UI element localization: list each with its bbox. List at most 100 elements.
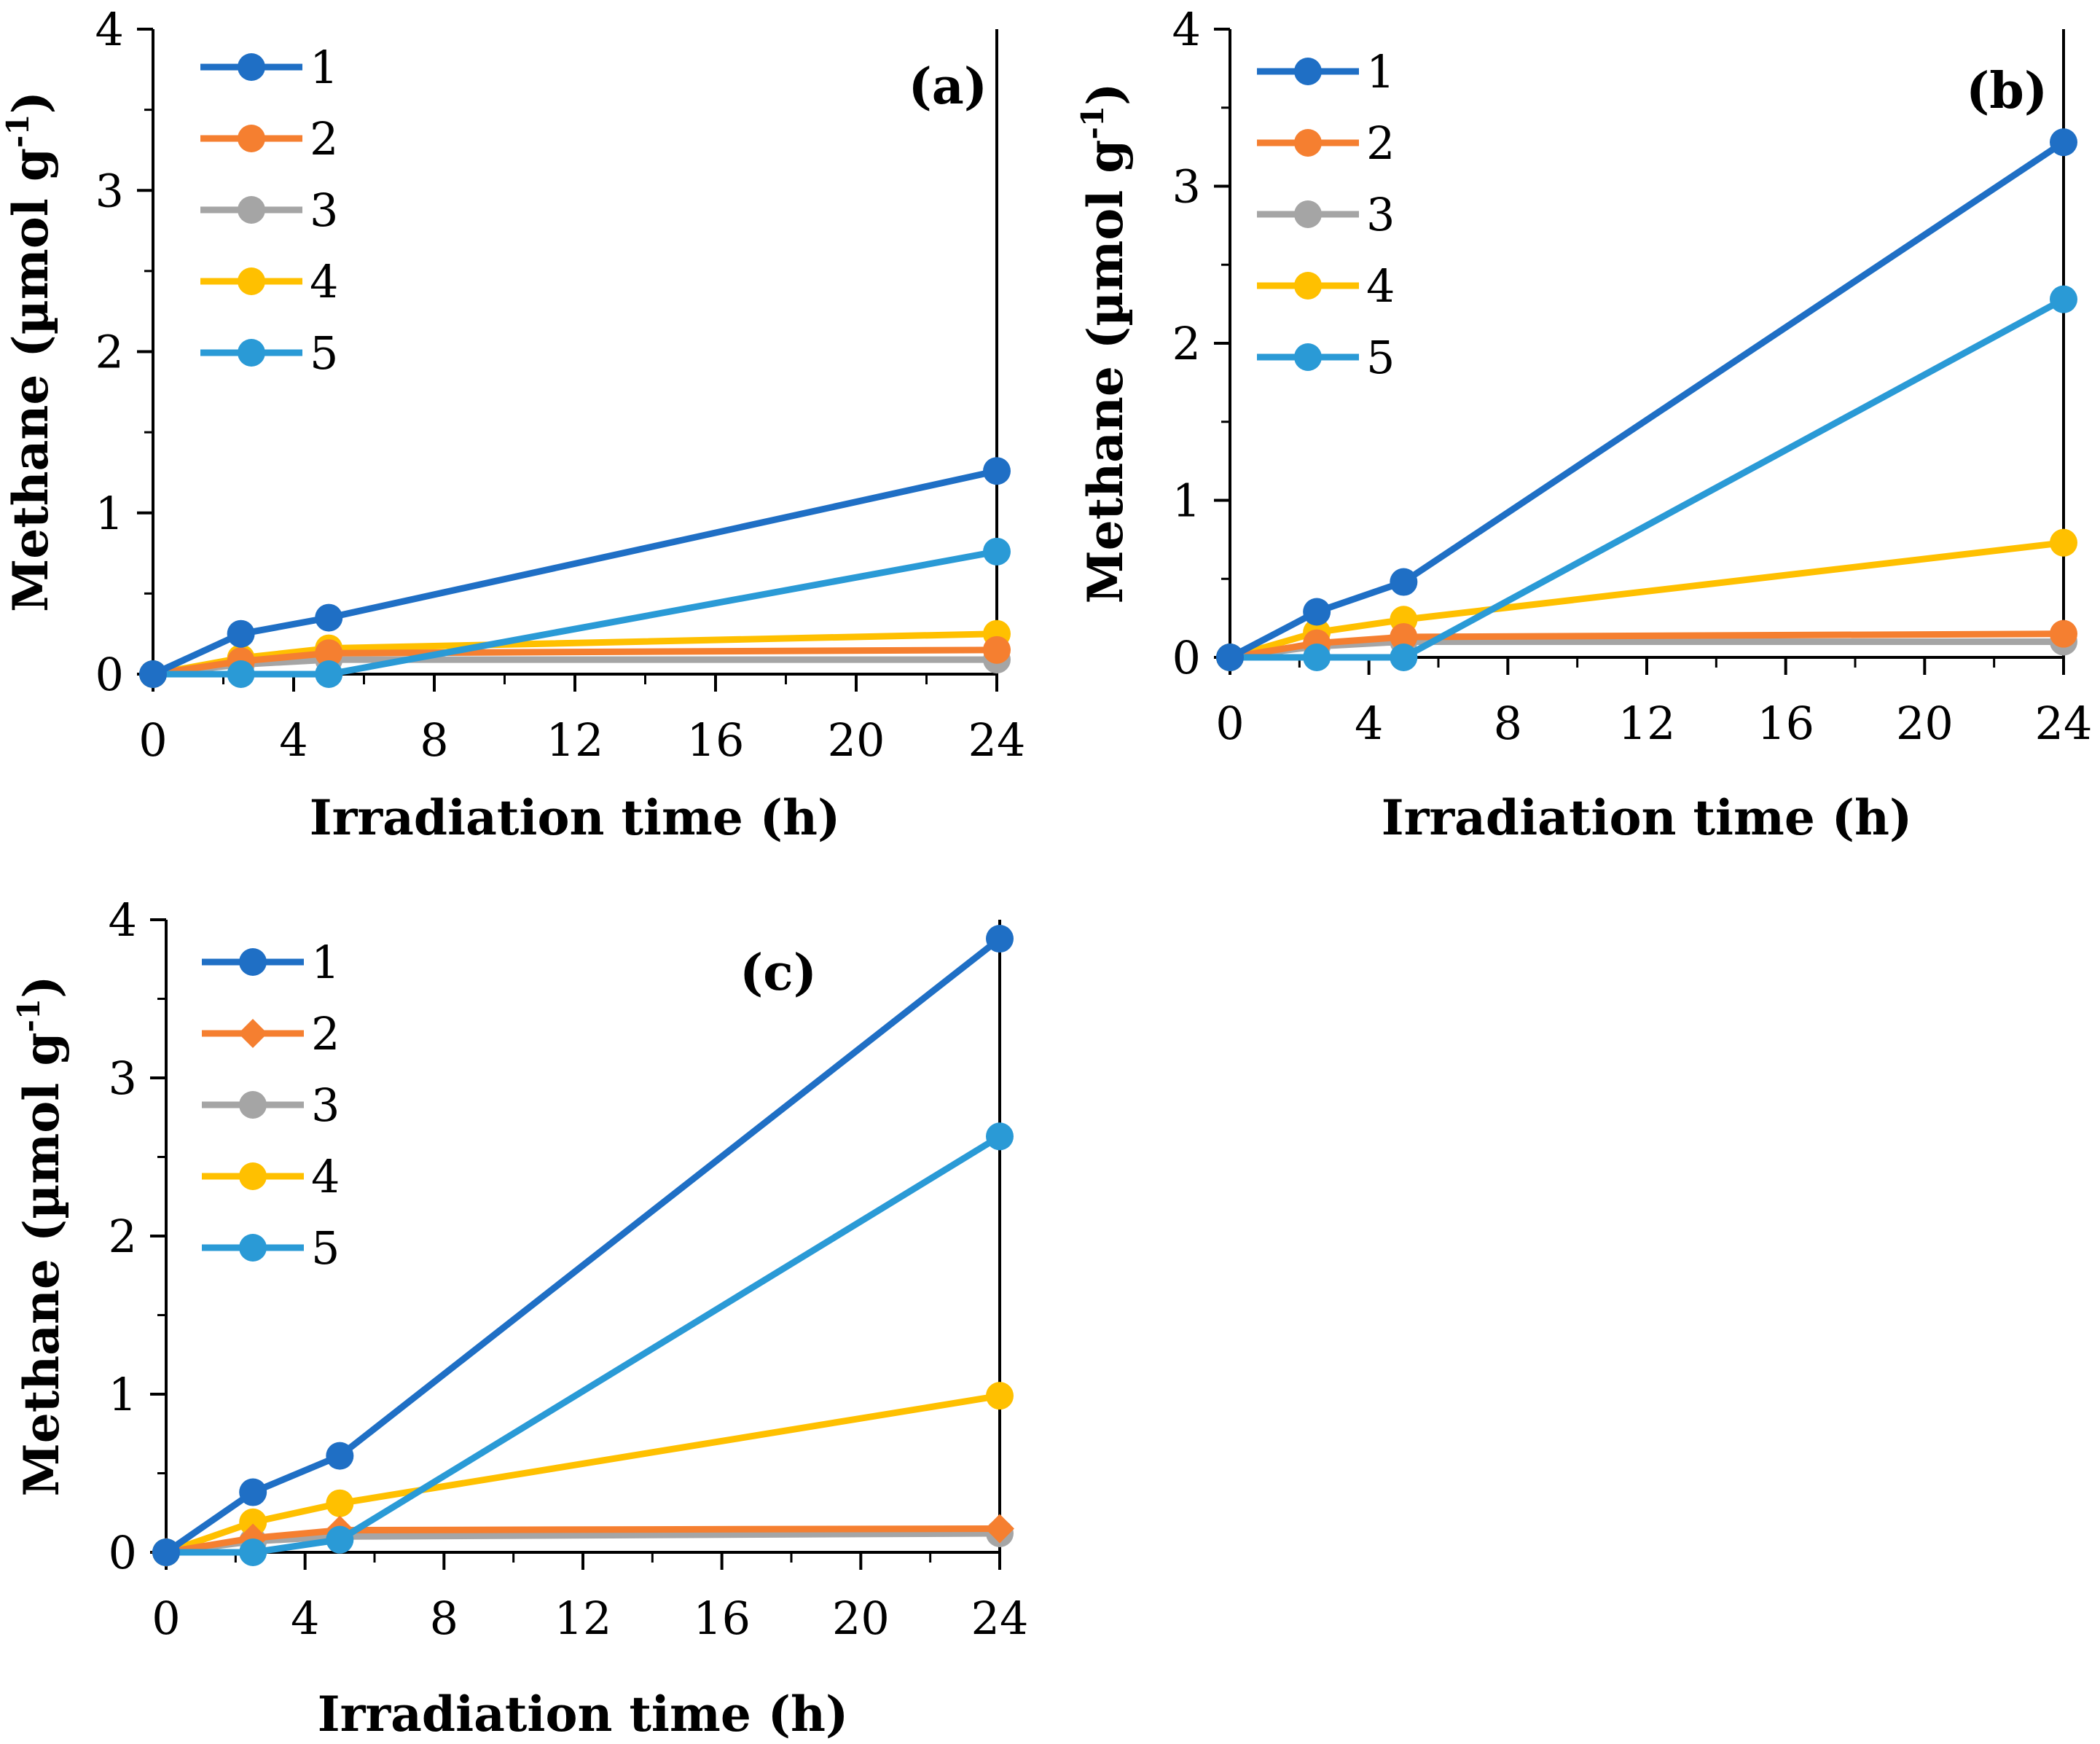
series-4-line <box>1229 539 2064 661</box>
series-5-point <box>983 537 1011 566</box>
series-2-line <box>1229 630 2064 661</box>
legend-3-label: 3 <box>1366 188 1395 241</box>
x-tick-label: 12 <box>1618 697 1676 750</box>
series-1-point <box>1216 644 1244 671</box>
x-tick-label: 4 <box>1355 697 1383 750</box>
series-2-point <box>315 639 343 668</box>
series-1-point <box>1303 598 1331 626</box>
y-axis-title: Methane (µmol g-1) <box>0 91 59 612</box>
y-axis-title: Methane (µmol g-1) <box>1075 83 1134 604</box>
y-axis-title-close: ) <box>13 976 70 998</box>
legend-5-label: 5 <box>1366 331 1395 384</box>
x-tick-label: 24 <box>2035 697 2093 750</box>
legend-5-marker <box>239 1234 267 1262</box>
x-tick-label: 24 <box>968 713 1026 767</box>
legend-1-label: 1 <box>310 41 338 94</box>
series-5-point <box>2050 285 2077 313</box>
x-tick-label: 0 <box>138 713 167 767</box>
y-tick-label: 3 <box>109 1052 137 1105</box>
y-tick-label: 1 <box>1172 474 1201 528</box>
panel-label: (a) <box>909 58 987 116</box>
y-tick-label: 2 <box>95 326 124 379</box>
y-tick-label: 0 <box>95 648 124 701</box>
legend-1-label: 1 <box>1366 45 1395 98</box>
legend-4-label: 4 <box>310 255 338 308</box>
series-2-line <box>152 646 998 678</box>
series-4-point <box>2050 528 2077 557</box>
y-tick-label: 3 <box>1172 160 1201 214</box>
panel-label: (b) <box>1966 62 2048 120</box>
series-2-line <box>165 1525 1000 1556</box>
legend-1-marker <box>238 53 265 81</box>
y-axis-title-superscript: -1 <box>0 114 36 148</box>
legend-4-label: 4 <box>1366 259 1395 313</box>
x-tick-label: 16 <box>693 1592 751 1645</box>
legend-2-label: 2 <box>311 1007 340 1060</box>
legend-2-marker <box>238 1019 267 1048</box>
series-1-point <box>315 603 343 632</box>
y-tick-label: 2 <box>1172 317 1201 370</box>
x-tick-label: 0 <box>152 1592 180 1645</box>
series-1-point <box>239 1478 267 1506</box>
series-4-point <box>986 1382 1014 1410</box>
x-tick-label: 12 <box>546 713 604 767</box>
x-tick-label: 12 <box>555 1592 612 1645</box>
series-5-point <box>227 660 255 688</box>
series-2-point <box>985 1514 1014 1544</box>
legend-4-label: 4 <box>311 1150 340 1203</box>
legend-3-label: 3 <box>311 1079 340 1132</box>
series-4-line <box>165 1392 1000 1556</box>
series-5-line <box>166 1133 1002 1556</box>
legend-1-marker <box>1294 58 1322 85</box>
y-axis-title-close: ) <box>1077 83 1134 106</box>
series-2-point <box>983 636 1011 664</box>
x-tick-label: 16 <box>687 713 745 767</box>
y-axis-title-main: Methane (µmol g <box>13 1033 70 1497</box>
series-5-point <box>239 1538 267 1566</box>
legend-1-marker <box>239 948 267 976</box>
legend-3-marker <box>238 196 265 224</box>
series-1-point <box>227 619 255 648</box>
y-axis-title-superscript: -1 <box>1075 106 1110 140</box>
legend-5-marker <box>238 339 265 367</box>
legend-3-marker <box>239 1091 267 1119</box>
y-tick-label: 1 <box>95 487 124 540</box>
y-tick-label: 4 <box>109 893 137 947</box>
y-axis-title-close: ) <box>2 91 59 114</box>
series-5-point <box>986 1122 1014 1151</box>
series-2-point <box>1390 622 1418 651</box>
series-2-point <box>2050 619 2077 648</box>
series-5-point <box>315 660 343 688</box>
legend-4-marker <box>239 1162 267 1190</box>
x-tick-label: 20 <box>828 713 885 767</box>
series-1-point <box>326 1442 354 1470</box>
series-1-line <box>164 936 1002 1555</box>
x-axis-title: Irradiation time (h) <box>318 1686 849 1743</box>
y-axis-title-main: Methane (µmol g <box>2 148 59 612</box>
x-axis-title: Irradiation time (h) <box>1382 789 1913 846</box>
x-tick-label: 24 <box>971 1592 1029 1645</box>
series-4-point <box>326 1489 354 1517</box>
y-tick-label: 2 <box>109 1210 137 1263</box>
y-tick-label: 4 <box>95 3 124 56</box>
legend-3-label: 3 <box>310 184 338 237</box>
legend-5-label: 5 <box>311 1221 340 1275</box>
x-tick-label: 16 <box>1757 697 1814 750</box>
legend-5-marker <box>1294 343 1322 371</box>
x-tick-label: 4 <box>279 713 307 767</box>
series-5-line <box>153 548 998 678</box>
series-5-point <box>326 1525 354 1554</box>
legend-2-marker <box>238 125 265 152</box>
series-1-point <box>983 457 1011 485</box>
x-tick-label: 8 <box>1494 697 1522 750</box>
y-tick-label: 1 <box>109 1368 137 1421</box>
series-5-point <box>1390 644 1418 671</box>
x-axis-title: Irradiation time (h) <box>310 789 841 846</box>
y-tick-label: 0 <box>1172 631 1201 684</box>
legend-4-marker <box>1294 272 1322 300</box>
x-tick-label: 8 <box>430 1592 458 1645</box>
